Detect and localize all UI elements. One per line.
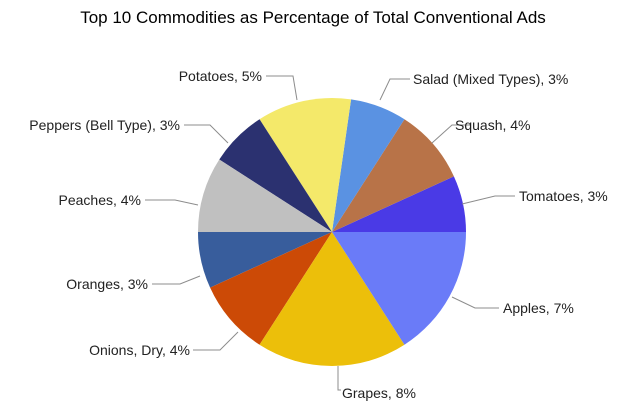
leader-line — [193, 331, 239, 351]
leader-line — [152, 275, 201, 285]
data-label: Onions, Dry, 4% — [89, 342, 190, 358]
data-label: Salad (Mixed Types), 3% — [413, 71, 568, 87]
data-label: Potatoes, 5% — [179, 68, 262, 84]
data-label: Tomatoes, 3% — [519, 188, 608, 204]
pie-slice-oranges — [198, 232, 332, 288]
pie-slice-peaches — [198, 159, 332, 232]
data-label: Apples, 7% — [503, 300, 574, 316]
pie-slice-peppers-bell-type — [219, 119, 332, 232]
data-label: Squash, 4% — [455, 117, 531, 133]
data-label: Peppers (Bell Type), 3% — [29, 117, 180, 133]
leader-line — [145, 199, 199, 206]
leader-line — [461, 195, 515, 205]
pie-slice-squash — [332, 119, 454, 232]
leader-line — [337, 366, 341, 391]
leader-line — [266, 75, 298, 101]
leader-line — [379, 78, 410, 101]
data-label: Grapes, 8% — [342, 385, 416, 401]
leader-line — [431, 124, 470, 144]
pie-slice-grapes — [259, 232, 405, 366]
data-label: Peaches, 4% — [59, 192, 142, 208]
pie-slice-apples — [332, 232, 466, 345]
pie-slice-potatoes — [259, 98, 352, 233]
leader-line — [451, 296, 499, 309]
pie-slice-tomatoes — [332, 176, 466, 232]
leader-line — [184, 124, 229, 144]
chart-title: Top 10 Commodities as Percentage of Tota… — [80, 8, 546, 27]
pie-slice-onions-dry — [210, 232, 332, 345]
data-label: Oranges, 3% — [66, 276, 148, 292]
pie-slice-salad-mixed-types — [332, 99, 405, 233]
